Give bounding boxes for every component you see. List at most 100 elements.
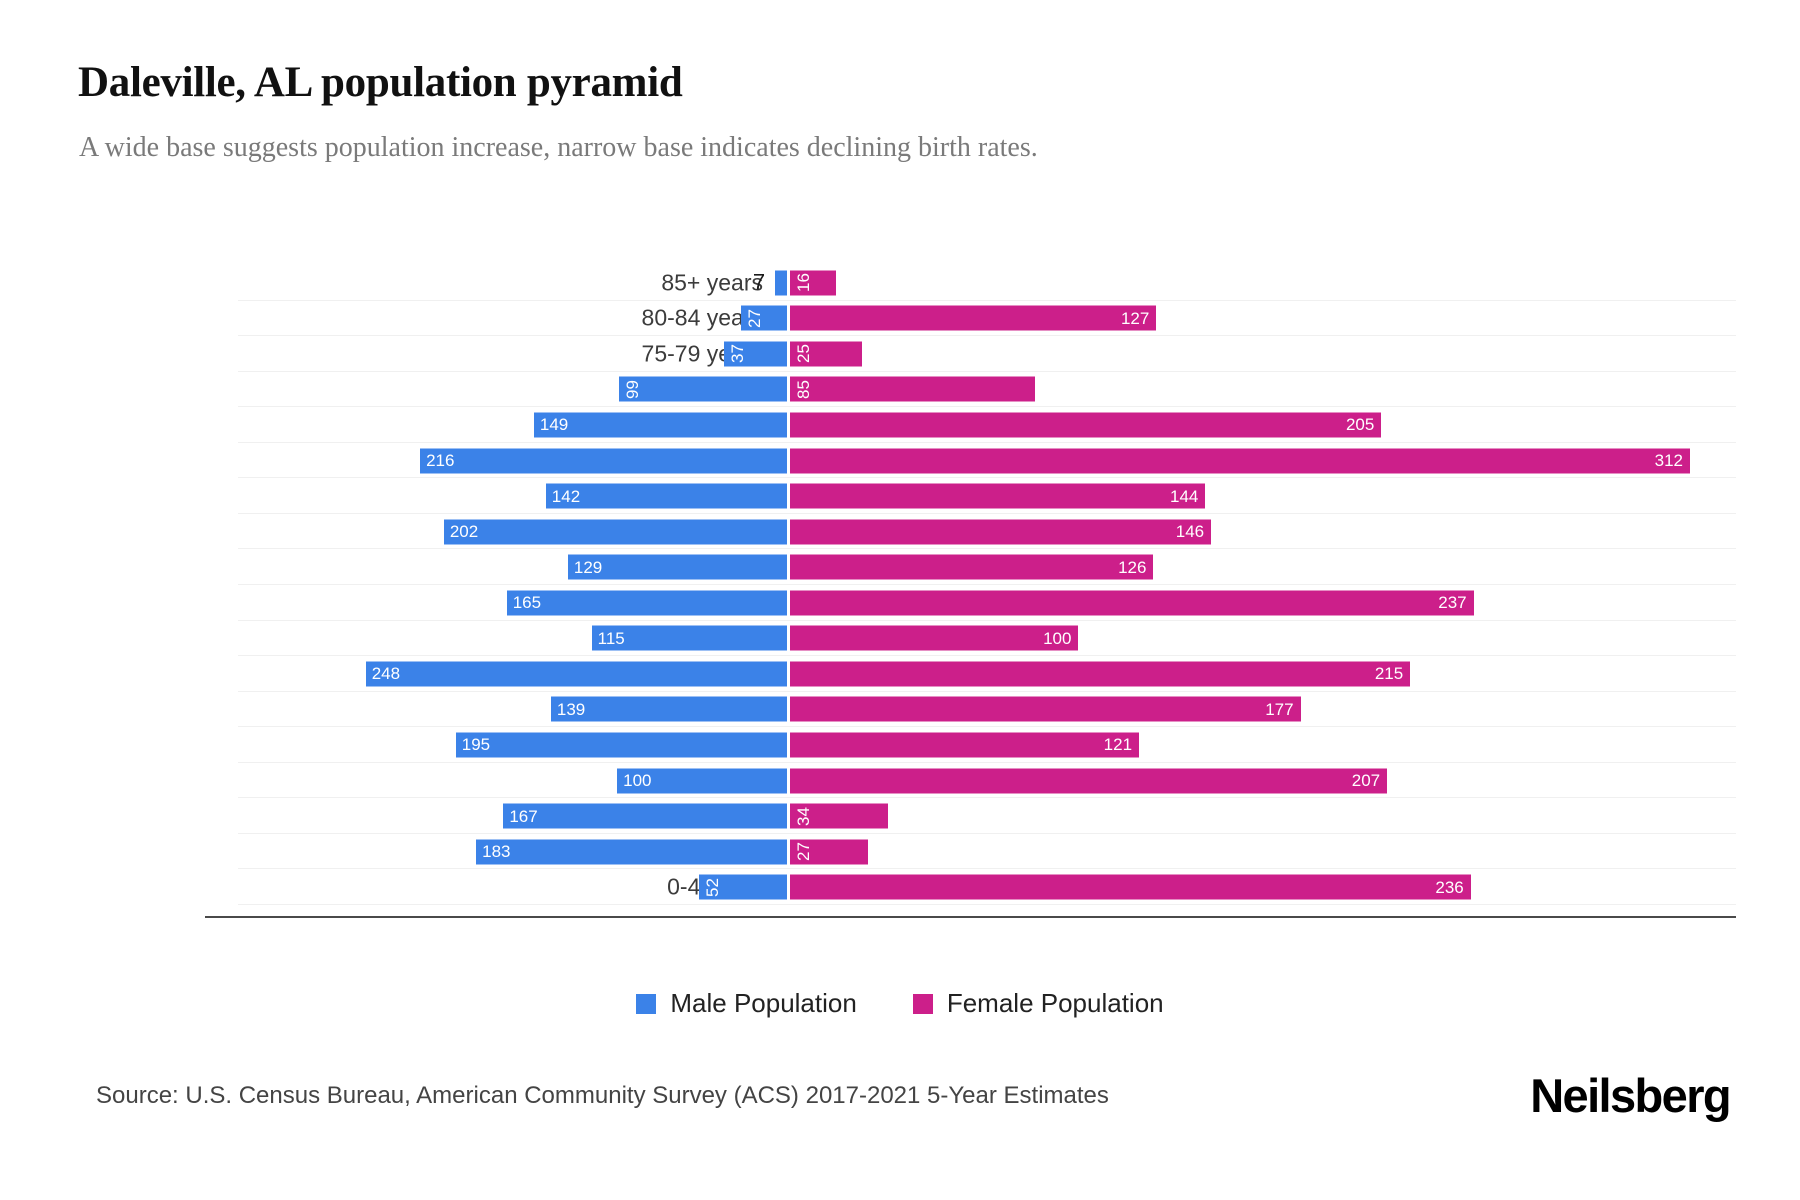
legend-item-female[interactable]: Female Population (912, 988, 1164, 1019)
male-bar[interactable]: 167 (503, 803, 787, 829)
female-bar[interactable]: 34 (790, 803, 889, 829)
male-bar[interactable]: 27 (741, 305, 787, 331)
female-bar[interactable]: 127 (790, 305, 1157, 331)
y-axis-tick-label: 85+ years (661, 269, 763, 296)
female-value-label: 215 (1374, 664, 1404, 684)
male-bar[interactable]: 149 (533, 412, 787, 438)
male-bar[interactable]: 99 (618, 376, 787, 402)
table-row: 80-84 years 27 127 (238, 301, 1736, 337)
gridline (238, 690, 1736, 692)
male-bar[interactable]: 100 (617, 768, 787, 794)
female-value-label: 34 (793, 806, 813, 826)
male-value-label: 52 (702, 877, 722, 897)
table-row: 40-44 years165237 (238, 585, 1736, 621)
female-bar[interactable]: 25 (790, 341, 863, 367)
table-row: 35-39 years115100 (238, 621, 1736, 657)
female-value-label: 144 (1170, 486, 1199, 506)
gridline (238, 761, 1736, 763)
male-bar[interactable]: 129 (567, 554, 787, 580)
table-row: 70-74 years9985 (238, 372, 1736, 408)
male-value-label: 183 (482, 842, 511, 862)
female-bar[interactable]: 215 (790, 661, 1411, 687)
legend-label-female: Female Population (946, 988, 1164, 1018)
table-row: 55-59 years142144 (238, 478, 1736, 514)
female-bar[interactable]: 16 (790, 270, 837, 296)
male-value-label: 195 (461, 735, 491, 755)
female-bar[interactable]: 236 (790, 874, 1471, 900)
legend-label-male: Male Population (670, 988, 857, 1018)
gridline (238, 548, 1736, 550)
gridline (238, 726, 1736, 728)
male-bar[interactable]: 52 (698, 874, 787, 900)
gridline (238, 299, 1736, 301)
female-bar[interactable]: 205 (790, 412, 1382, 438)
gridline (238, 370, 1736, 372)
table-row: 85+ years 7 16 (238, 265, 1736, 301)
female-color-swatch-icon (912, 993, 933, 1014)
female-bar[interactable]: 312 (790, 448, 1690, 474)
source-note: Source: U.S. Census Bureau, American Com… (96, 1082, 1109, 1109)
female-bar[interactable]: 144 (790, 483, 1206, 509)
page-subtitle: A wide base suggests population increase… (79, 132, 1038, 163)
female-value-label: 126 (1118, 557, 1147, 577)
female-value-label: 236 (1435, 877, 1464, 897)
female-bar[interactable]: 121 (790, 732, 1140, 758)
male-value-label: 27 (745, 308, 765, 328)
gridline (238, 512, 1736, 514)
female-bar[interactable]: 177 (790, 696, 1301, 722)
female-bar[interactable]: 146 (790, 519, 1212, 545)
male-value-label: 149 (539, 415, 569, 435)
table-row: 60-64 years216312 (238, 443, 1736, 479)
table-row: 10-14 years16734 (238, 798, 1736, 834)
male-bar[interactable]: 142 (545, 483, 787, 509)
female-bar[interactable]: 237 (790, 590, 1474, 616)
male-bar[interactable]: 248 (365, 661, 787, 687)
female-bar[interactable]: 27 (790, 839, 868, 865)
male-value-label: 216 (426, 451, 455, 471)
male-bar[interactable]: 183 (476, 839, 787, 865)
male-bar[interactable]: 216 (420, 448, 787, 474)
table-row: 15-19 years100207 (238, 763, 1736, 799)
female-bar[interactable]: 126 (790, 554, 1154, 580)
bar-rows: 85+ years 7 16 80-84 years 27 127 75-79 years 3… (238, 265, 1736, 905)
table-row: 5-9 years18327 (238, 834, 1736, 870)
female-bar[interactable]: 100 (790, 625, 1079, 651)
female-value-label: 146 (1175, 522, 1205, 542)
table-row: 75-79 years 37 25 (238, 336, 1736, 372)
male-value-label: 202 (449, 522, 479, 542)
male-value-label: 129 (573, 557, 603, 577)
female-value-label: 127 (1120, 308, 1150, 328)
gridline (238, 406, 1736, 408)
legend-item-male[interactable]: Male Population (636, 988, 857, 1019)
male-bar[interactable]: 202 (443, 519, 787, 545)
female-value-label: 121 (1103, 735, 1133, 755)
male-value-label: 37 (728, 344, 748, 364)
x-axis-baseline (205, 916, 1736, 918)
gridline (238, 655, 1736, 657)
gridline (238, 335, 1736, 337)
brand-logo: Neilsberg (1530, 1069, 1731, 1122)
male-bar[interactable]: 165 (506, 590, 787, 616)
male-value-label: 115 (597, 628, 625, 648)
male-bar[interactable]: 195 (455, 732, 787, 758)
table-row: 0-4 years52236 (238, 869, 1736, 905)
female-value-label: 100 (1043, 628, 1072, 648)
female-value-label: 207 (1351, 771, 1381, 791)
male-bar[interactable]: 139 (550, 696, 787, 722)
gridline (238, 797, 1736, 799)
male-bar[interactable]: 37 (724, 341, 787, 367)
female-bar[interactable]: 207 (790, 768, 1388, 794)
gridline (238, 903, 1736, 905)
male-bar[interactable]: 115 (591, 625, 787, 651)
female-bar[interactable]: 85 (790, 376, 1036, 402)
table-row: 65-69 years149205 (238, 407, 1736, 443)
table-row: 50-54 years202146 (238, 514, 1736, 550)
gridline (238, 832, 1736, 834)
male-bar[interactable]: 7 (753, 270, 787, 296)
female-value-label: 205 (1345, 415, 1375, 435)
male-value-label: 165 (512, 593, 542, 613)
male-color-swatch-icon (636, 993, 657, 1014)
female-value-label: 85 (793, 379, 813, 399)
male-value-label: 248 (371, 664, 401, 684)
